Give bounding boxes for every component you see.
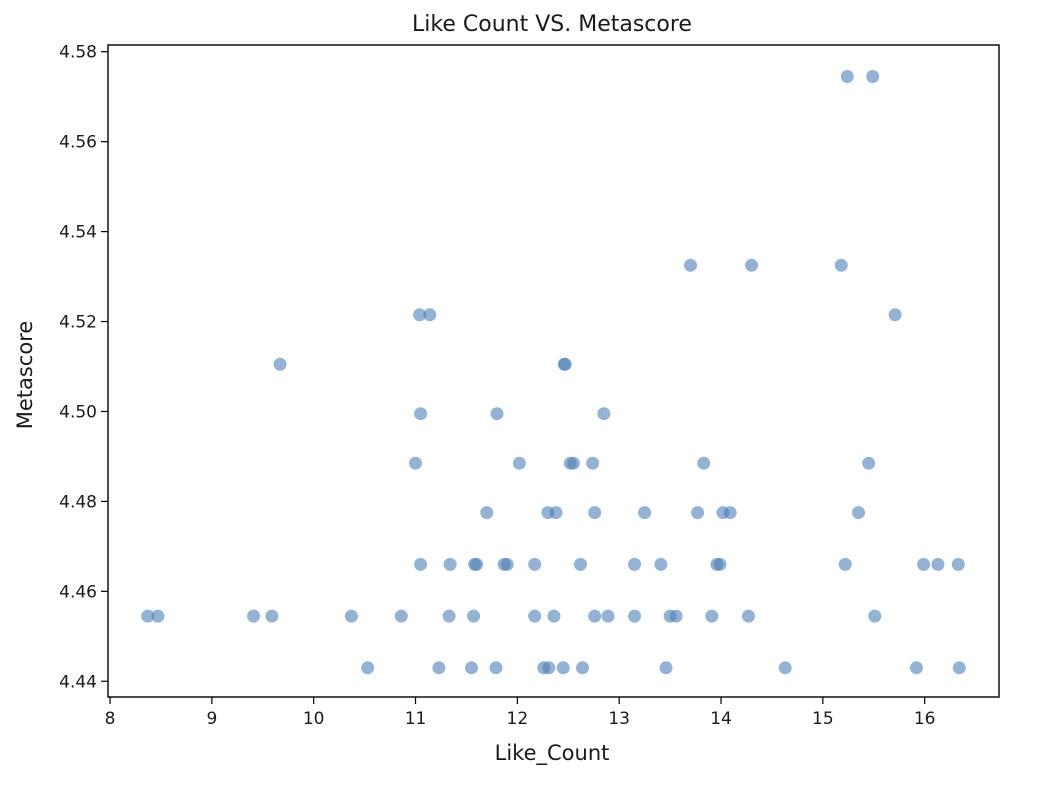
y-tick-label: 4.50 [59,402,97,422]
x-axis: 8 9 10 11 12 13 14 15 16 [105,697,936,729]
data-point-55 [547,609,561,623]
data-point-62 [742,609,755,623]
data-point-33 [470,557,484,571]
data-point-20 [862,456,876,470]
data-point-50 [344,609,358,623]
data-point-58 [628,609,641,623]
data-point-63 [868,609,882,623]
data-point-53 [467,609,481,623]
x-tick-label: 8 [105,709,116,729]
data-point-69 [542,661,556,675]
plot-frame [107,44,1000,698]
data-point-51 [394,609,408,623]
data-point-18 [586,456,600,470]
x-tick-label: 16 [914,709,936,729]
data-point-66 [465,661,478,675]
data-point-70 [556,661,570,675]
data-point-15 [512,456,526,470]
y-tick-label: 4.52 [59,313,97,333]
data-point-7 [888,308,902,322]
chart-title: Like Count VS. Metascore [412,12,692,37]
data-point-1 [866,70,880,83]
data-point-31 [443,557,457,571]
data-point-44 [931,557,945,571]
data-point-10 [558,357,572,371]
data-point-60 [669,609,683,623]
x-tick-label: 15 [812,709,834,729]
y-axis: 4.44 4.46 4.48 4.50 4.52 4.54 4.56 4.58 [59,43,108,692]
y-tick-label: 4.58 [59,43,97,63]
data-point-64 [361,661,375,675]
data-point-11 [414,407,428,421]
data-point-3 [745,258,759,272]
data-point-0 [840,70,854,83]
data-point-4 [834,258,848,272]
data-point-38 [628,557,641,571]
data-point-72 [659,661,673,675]
data-point-35 [500,557,514,571]
y-tick-label: 4.56 [59,133,97,153]
x-tick-label: 10 [303,709,325,729]
data-point-74 [910,661,923,675]
data-point-8 [273,357,287,371]
data-point-67 [489,661,503,675]
data-point-47 [151,609,165,623]
x-axis-label: Like_Count [495,741,610,766]
data-point-48 [247,609,261,623]
x-tick-label: 9 [206,709,217,729]
data-point-26 [691,506,705,520]
y-tick-label: 4.48 [59,492,97,512]
data-point-28 [723,506,737,520]
data-point-29 [852,506,865,520]
data-point-23 [549,506,563,520]
data-point-21 [480,506,494,520]
data-point-14 [409,456,422,470]
data-point-45 [951,557,965,571]
y-tick-label: 4.46 [59,582,97,602]
points-layer [141,70,966,675]
data-point-6 [423,308,437,322]
data-point-5 [413,308,427,322]
data-point-71 [576,661,589,675]
data-point-65 [432,661,446,675]
data-point-41 [713,557,727,571]
x-tick-label: 13 [608,709,630,729]
data-point-17 [566,456,580,470]
y-tick-label: 4.44 [59,672,97,692]
x-tick-label: 11 [405,709,427,729]
data-point-54 [528,609,542,623]
data-point-37 [574,557,587,571]
y-tick-label: 4.54 [59,223,97,243]
data-point-56 [588,609,602,623]
data-point-30 [414,557,428,571]
data-point-2 [684,258,697,272]
data-point-57 [601,609,615,623]
data-point-25 [638,506,652,520]
data-point-49 [265,609,279,623]
data-point-13 [597,407,611,421]
x-tick-label: 14 [710,709,732,729]
x-tick-label: 12 [507,709,529,729]
data-point-42 [838,557,852,571]
y-axis-label: Metascore [13,321,37,430]
data-point-43 [917,557,931,571]
data-point-73 [778,661,792,675]
data-point-12 [490,407,504,421]
data-point-75 [952,661,966,675]
data-point-39 [654,557,668,571]
data-point-46 [141,609,155,623]
data-point-52 [442,609,456,623]
data-point-61 [705,609,719,623]
data-point-19 [697,456,711,470]
data-point-36 [528,557,542,571]
data-point-24 [588,506,602,520]
